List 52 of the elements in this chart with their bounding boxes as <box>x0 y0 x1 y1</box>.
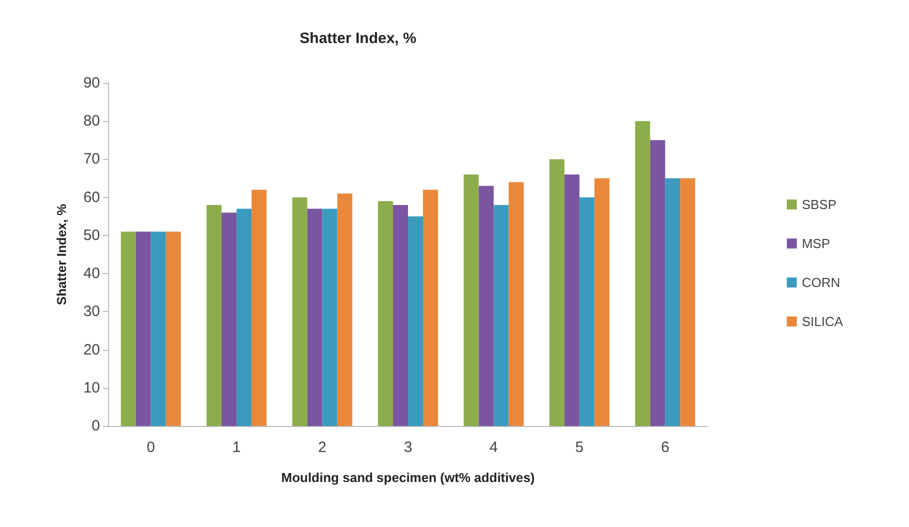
bar <box>635 121 650 426</box>
bar <box>508 182 524 426</box>
bar <box>120 232 136 426</box>
x-tick-label: 2 <box>318 439 326 456</box>
y-axis-title: Shatter Index, % <box>54 203 69 306</box>
bar <box>393 204 408 426</box>
y-tick-label: 30 <box>83 303 100 320</box>
bar <box>478 186 494 426</box>
y-tick-label: 10 <box>83 379 100 396</box>
x-tick-label: 4 <box>490 439 498 456</box>
bar <box>337 194 352 426</box>
y-tick-label: 50 <box>83 226 100 244</box>
y-tick-label: 20 <box>83 341 100 358</box>
x-tick-label: 6 <box>660 439 670 456</box>
bar <box>680 178 696 426</box>
legend-label: MSP <box>802 236 830 251</box>
bar <box>464 174 479 426</box>
bar <box>307 208 322 426</box>
bar <box>579 197 594 426</box>
bar <box>292 197 308 426</box>
x-tick-label: 0 <box>146 439 156 456</box>
x-tick-label: 3 <box>404 439 412 456</box>
bar <box>206 204 222 426</box>
x-tick-label: 1 <box>232 439 241 456</box>
y-tick-label: 90 <box>83 74 100 92</box>
bar <box>650 140 666 426</box>
legend-label: SBSP <box>802 197 837 212</box>
bar <box>136 232 151 426</box>
bar <box>564 174 580 426</box>
legend-label: SILICA <box>802 314 844 329</box>
bar <box>423 190 438 426</box>
bar <box>549 159 564 426</box>
y-tick-label: 70 <box>83 150 100 168</box>
bar <box>594 178 610 426</box>
y-tick-label: 60 <box>83 188 100 206</box>
y-tick-label: 0 <box>92 418 100 434</box>
bar <box>222 212 237 426</box>
bar <box>378 201 393 426</box>
bar <box>322 208 338 426</box>
bar <box>150 232 166 426</box>
x-axis-title: Moulding sand specimen (wt% additives) <box>281 470 535 485</box>
bar <box>408 216 423 426</box>
bar <box>494 204 509 426</box>
chart-title: Shatter Index, % <box>300 30 416 47</box>
bar <box>252 190 267 426</box>
legend-label: CORN <box>802 275 840 290</box>
x-tick-label: 5 <box>575 439 584 456</box>
y-tick-label: 80 <box>83 112 100 130</box>
y-tick-label: 40 <box>83 265 100 282</box>
bar <box>166 232 181 426</box>
bar <box>665 178 680 426</box>
bar <box>236 208 252 426</box>
